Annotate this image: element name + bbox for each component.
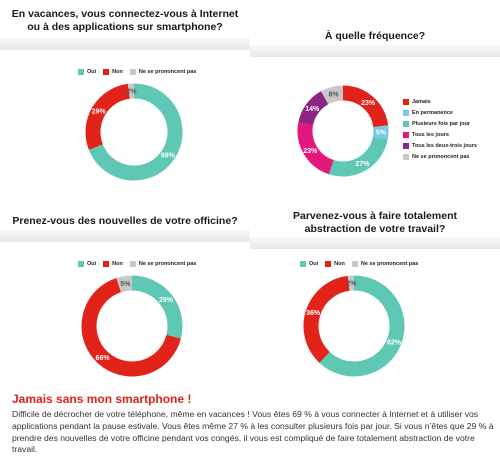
legend-item-npp: Ne se prononcent pas	[129, 69, 196, 75]
chart-panel-officine: Prenez-vous des nouvelles de votre offic…	[0, 200, 250, 390]
donut-chart-officine: 29% 66% 5%	[81, 275, 183, 377]
donut-slice-tous-les-jours	[297, 122, 334, 175]
chart-legend: Oui Non Ne se prononcent pas	[300, 261, 418, 267]
donut-slice-non	[303, 275, 350, 363]
chart-legend: Jamais En permanence Plusieurs fois par …	[403, 99, 477, 165]
donut-slice-non	[85, 83, 131, 150]
donut-label: 8%	[328, 92, 339, 99]
legend-item-en-permanence: En permanence	[403, 110, 477, 116]
donut-label: 29%	[159, 297, 174, 304]
chart-legend: Oui Non Ne se prononcent pas	[78, 69, 196, 75]
article-body: Difficile de décrocher de votre téléphon…	[12, 409, 494, 455]
donut-label: 27%	[355, 161, 370, 168]
donut-slice-oui	[131, 275, 183, 339]
donut-label: 5%	[376, 130, 387, 137]
donut-chart-frequence: 23% 5% 27% 23% 14% 8%	[297, 85, 389, 177]
chart-panel-abstraction: Parvenez-vous à faire totalement abstrac…	[250, 200, 500, 390]
legend-item-npp: Ne se prononcent pas	[129, 261, 196, 267]
chart-title: À quelle fréquence?	[324, 30, 426, 42]
title-underline-band	[0, 230, 250, 242]
article-heading: Jamais sans mon smartphone !	[12, 392, 192, 406]
title-underline-band	[250, 45, 500, 57]
donut-slice-ne-se-prononcent-pas	[321, 85, 344, 105]
donut-slice-jamais	[342, 85, 389, 128]
legend-item-jamais: Jamais	[403, 99, 477, 105]
donut-label: 23%	[303, 148, 318, 155]
donut-label: 36%	[306, 310, 321, 317]
donut-label: 5%	[120, 281, 131, 288]
donut-label: 66%	[96, 355, 111, 362]
legend-item-oui: Oui	[300, 261, 318, 267]
chart-title: En vacances, vous connectez-vous à Inter…	[11, 8, 239, 33]
donut-chart-abstraction: 62% 36% 2%	[303, 275, 405, 377]
donut-label: 2%	[346, 281, 357, 288]
chart-title: Parvenez-vous à faire totalement abstrac…	[293, 210, 457, 235]
legend-item-npp: Ne se prononcent pas	[403, 154, 477, 160]
chart-panel-connexion: En vacances, vous connectez-vous à Inter…	[0, 0, 250, 200]
donut-slice-tous-les-deux-trois-jours	[298, 91, 329, 126]
legend-item-deux-trois-jours: Tous les deux-trois jours	[403, 143, 477, 149]
donut-slice-non	[81, 277, 181, 377]
donut-slice-ne-se-prononcent-pas	[116, 275, 133, 293]
donut-slice-en-permanence	[372, 125, 389, 140]
donut-label: 23%	[361, 100, 376, 107]
chart-panel-frequence: À quelle fréquence? 23% 5% 27% 23% 14% 8% Jam…	[250, 0, 500, 200]
legend-item-oui: Oui	[78, 69, 96, 75]
donut-chart-connexion: 69% 29% 2%	[85, 83, 183, 181]
donut-label: 2%	[126, 89, 137, 96]
title-underline-band	[250, 237, 500, 249]
title-underline-band	[0, 38, 250, 50]
legend-item-non: Non	[325, 261, 345, 267]
chart-title: Prenez-vous des nouvelles de votre offic…	[12, 215, 238, 227]
donut-slice-oui	[319, 275, 405, 377]
donut-slice-oui	[88, 83, 183, 181]
donut-slice-plusieurs-fois-par-jour	[328, 136, 388, 177]
donut-label: 69%	[161, 153, 176, 160]
legend-item-npp: Ne se prononcent pas	[351, 261, 418, 267]
donut-label: 29%	[92, 109, 107, 116]
legend-item-oui: Oui	[78, 261, 96, 267]
donut-label: 14%	[305, 106, 320, 113]
legend-item-non: Non	[103, 261, 123, 267]
legend-item-non: Non	[103, 69, 123, 75]
chart-legend: Oui Non Ne se prononcent pas	[78, 261, 196, 267]
legend-item-tous-les-jours: Tous les jours	[403, 132, 477, 138]
donut-label: 62%	[387, 339, 402, 346]
legend-item-plusieurs-fois: Plusieurs fois par jour	[403, 121, 477, 127]
